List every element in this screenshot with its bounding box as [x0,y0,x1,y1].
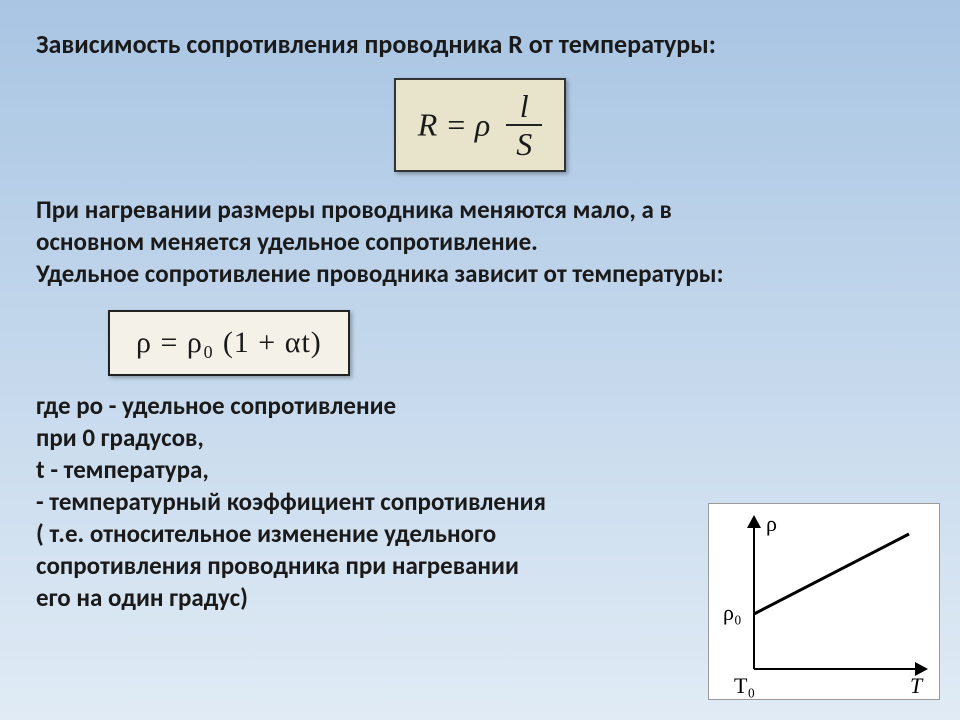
formula-1-numerator: l [506,90,542,126]
svg-text:T: T [910,673,924,698]
formula-1-lhs: R = ρ [418,107,491,143]
formula-1-box: R = ρ l S [394,78,567,172]
paragraph-1: При нагревании размеры проводника меняют… [36,194,924,290]
slide-title: Зависимость сопротивления проводника R о… [36,28,924,60]
formula-2-box: ρ = ρ₀ (1 + αt) [108,310,350,376]
svg-text:T₀: T₀ [734,673,755,698]
formula-2-text: ρ = ρ₀ (1 + αt) [136,326,322,359]
svg-text:ρ: ρ [766,511,777,536]
formula-1-fraction: l S [506,90,542,160]
formula-1-denominator: S [506,126,542,160]
svg-text:ρ₀: ρ₀ [723,600,742,625]
resistivity-vs-temperature-chart: ρ ρ₀ T₀ T [708,503,940,700]
formula-2-wrap: ρ = ρ₀ (1 + αt) [108,310,924,376]
definitions: где ро - удельное сопротивление при 0 гр… [36,390,716,614]
formula-1-wrap: R = ρ l S [36,78,924,172]
